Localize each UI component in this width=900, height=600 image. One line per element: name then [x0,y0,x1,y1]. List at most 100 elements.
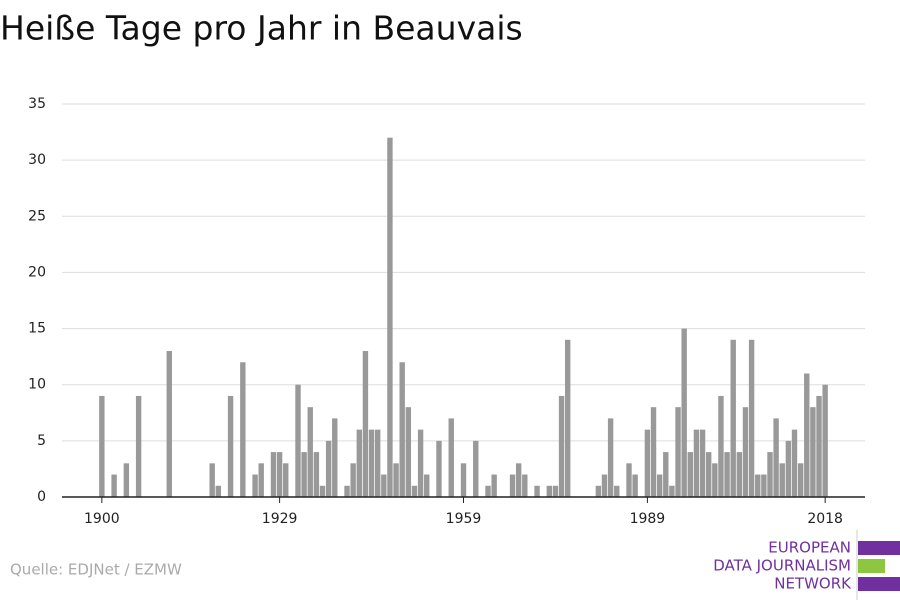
bar [123,463,130,497]
logo-text: DATA JOURNALISM [713,557,851,575]
y-tick-label: 30 [28,152,46,168]
bar [350,463,356,497]
bar [552,485,559,497]
bar [448,418,454,497]
bar [816,395,822,497]
bar [99,395,105,497]
x-tick-label: 2018 [807,511,843,527]
logo-bar [858,577,900,591]
bar [565,339,571,497]
bar [209,463,215,497]
bar [411,485,418,497]
bar [522,474,528,497]
bar [810,407,816,497]
bar [491,474,497,497]
bar [270,452,277,497]
bar [656,474,663,497]
bar [546,485,553,497]
bar [368,429,375,497]
bar [748,339,755,497]
y-tick-label: 20 [28,264,46,280]
bar [332,418,338,497]
bar [166,351,172,497]
chart-title: Heiße Tage pro Jahr in Beauvais [0,9,523,48]
bar [761,474,767,497]
bar [473,440,479,497]
bar [791,429,798,497]
bar [626,463,632,497]
bar [669,485,675,497]
source: Quelle: EDJNet / EZMW [10,561,182,579]
bar [730,339,736,497]
bar [718,395,724,497]
y-tick-label: 25 [28,208,46,224]
y-tick-label: 35 [28,96,46,112]
x-tick-label: 1900 [84,511,120,527]
bar [381,474,387,497]
bar [675,407,681,497]
bar [436,440,442,497]
bar [515,463,522,497]
bar [356,429,362,497]
bar [295,384,301,497]
y-tick-label: 10 [28,377,46,393]
bar [767,452,773,497]
bar [797,463,804,497]
bar [344,485,350,497]
bar [632,474,638,497]
y-tick-label: 5 [37,433,46,449]
bar [712,463,718,497]
bar [252,474,258,497]
bar [650,407,657,497]
bar [509,474,516,497]
bar [601,474,608,497]
bar [319,485,326,497]
bar [663,452,669,497]
x-tick-label: 1959 [446,511,482,527]
bar [393,463,399,497]
bar [135,395,142,497]
bar [736,452,743,497]
bar [699,429,706,497]
bar [276,452,283,497]
bar [558,395,565,497]
logo-text: EUROPEAN [768,539,851,557]
bar [424,474,430,497]
bar [301,452,307,497]
bar [313,452,320,497]
bar [595,485,602,497]
bar [307,407,313,497]
bar [485,485,491,497]
bar [215,485,222,497]
bar [460,463,467,497]
bar [804,373,810,497]
bar [374,429,381,497]
bar [644,429,651,497]
y-tick-label: 15 [28,321,46,337]
bar [111,474,117,497]
bar [742,407,749,497]
bar [693,429,700,497]
bar [417,429,424,497]
bar [607,418,614,497]
bar [283,463,289,497]
bar [822,384,828,497]
y-tick-label: 0 [37,489,46,505]
x-tick-label: 1929 [262,511,298,527]
bar [755,474,761,497]
bar [325,440,332,497]
bar [405,407,412,497]
bar [724,452,730,497]
logo-bar [858,559,885,573]
bar [258,463,264,497]
logo-bar [858,541,900,555]
bar [240,362,246,497]
x-tick-label: 1989 [630,511,666,527]
bar [705,452,712,497]
logo-text: NETWORK [774,575,852,593]
bar [362,351,369,497]
bar [534,485,540,497]
bar [779,463,785,497]
bar [785,440,792,497]
